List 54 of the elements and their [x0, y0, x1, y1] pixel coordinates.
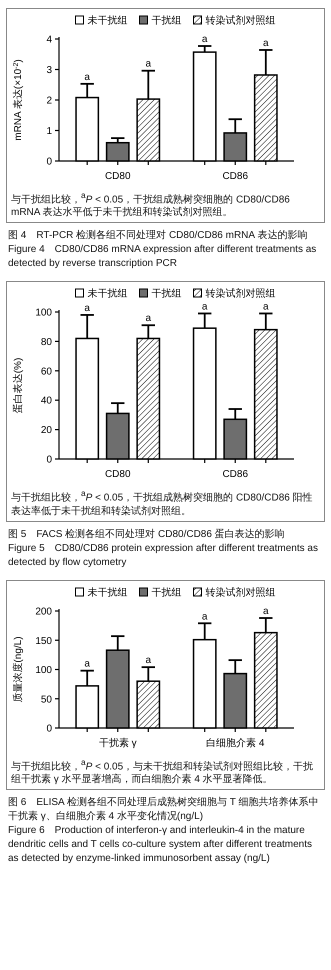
x-tick-label: 干扰素 γ: [98, 736, 137, 749]
legend-label: 干扰组: [152, 586, 182, 598]
y-tick-label: 20: [40, 425, 52, 436]
y-tick-label: 80: [40, 337, 52, 348]
y-tick-label: 0: [46, 454, 52, 466]
data-label: a: [263, 38, 270, 49]
text: Figure 5 CD80/CD86 protein expression after different treatments as detected by flow cytometry: [8, 542, 319, 570]
y-tick-label: 60: [40, 366, 52, 378]
data-label: a: [84, 658, 90, 670]
x-tick-label: CD80: [104, 469, 131, 480]
text: 图 6 ELISA 检测各组不同处理后成熟树突细胞与 T 细胞共培养体系中干扰素 γ、白细胞介素 4 水平变化情况(ng/L): [8, 796, 320, 824]
y-axis-title: 蛋白表达(%): [12, 358, 24, 414]
text: Figure 6 Production of interferon-γ and interleukin-4 in the mature dendritic cells and T cells co-culture system after different treatments as detected by enzyme-linked immunosorbent assay (ng/L): [8, 824, 314, 866]
data-label: a: [263, 606, 270, 617]
y-axis-title: 质量浓度(ng/L): [12, 636, 24, 702]
y-tick-label: 100: [35, 308, 52, 319]
y-tick-label: 150: [35, 635, 52, 646]
data-label: a: [146, 314, 152, 325]
legend-label: 未干扰组: [88, 288, 128, 300]
data-label: a: [202, 34, 208, 46]
text: 与干扰组比较，$^{a}$P < 0.05，与未干扰组和转染试剂对照组比较，干扰组干扰素 γ 水平显著增高，而白细胞介素 4 水平显著降低。: [10, 756, 314, 786]
legend-label: 转染试剂对照组: [206, 288, 276, 300]
x-tick-label: CD86: [222, 469, 248, 480]
x-tick-label: 白细胞介素 4: [206, 736, 265, 749]
legend-label: 干扰组: [152, 14, 182, 26]
data-label: a: [146, 58, 152, 70]
text: 与干扰组比较，$^{a}$P < 0.05，干扰组成熟树突细胞的 CD80/CD86 mRNA 表达水平低于未干扰组和转染试剂对照组。: [10, 189, 291, 220]
text: 图 4 RT-PCR 检测各组不同处理对 CD80/CD86 mRNA 表达的影响: [8, 229, 308, 244]
text: 图 5 FACS 检测各组不同处理对 CD80/CD86 蛋白表达的影响: [8, 528, 286, 542]
y-tick-label: 40: [40, 396, 52, 408]
data-label: a: [263, 302, 270, 313]
data-label: a: [146, 654, 152, 666]
y-tick-label: 4: [46, 34, 52, 46]
data-label: a: [202, 610, 208, 622]
y-tick-label: 2: [46, 96, 52, 106]
text: Figure 4 CD80/CD86 mRNA expression after different treatments as detected by reverse transcription PCR: [8, 243, 318, 272]
y-tick-label: 50: [40, 694, 52, 705]
text: 与干扰组比较，$^{a}$P < 0.05，干扰组成熟树突细胞的 CD80/CD86 阳性表达率低于未干扰组和转染试剂对照组。: [10, 487, 314, 518]
y-tick-label: 200: [35, 606, 52, 618]
data-label: a: [84, 72, 90, 83]
y-tick-label: 1: [46, 126, 52, 137]
legend-label: 转染试剂对照组: [206, 14, 276, 26]
legend-label: 转染试剂对照组: [206, 586, 276, 598]
legend-label: 干扰组: [152, 288, 182, 300]
y-tick-label: 0: [46, 723, 52, 734]
data-label: a: [202, 302, 208, 313]
y-tick-label: 100: [35, 664, 52, 676]
y-tick-label: 3: [46, 65, 52, 76]
legend-label: 未干扰组: [88, 586, 128, 598]
data-label: a: [84, 303, 90, 314]
legend-label: 未干扰组: [88, 14, 128, 26]
y-tick-label: 0: [46, 156, 52, 168]
x-tick-label: CD80: [104, 171, 131, 182]
x-tick-label: CD86: [222, 171, 248, 182]
